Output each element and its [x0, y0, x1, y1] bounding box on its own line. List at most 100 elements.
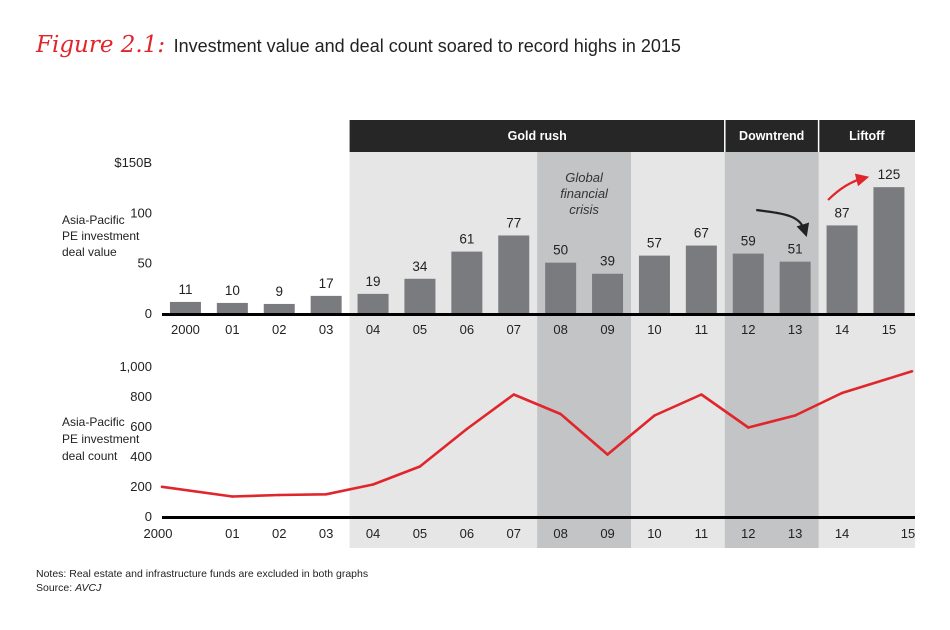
x-tick-label-bottom: 05: [413, 526, 427, 541]
period-header-bar: [818, 120, 915, 152]
line-point-09: [606, 453, 609, 456]
bar-value-label: 125: [878, 167, 901, 182]
shade-band-light: [349, 150, 916, 548]
notes-text: Notes: Real estate and infrastructure fu…: [36, 568, 369, 580]
x-tick-label-top: 13: [788, 322, 802, 337]
x-tick-label-bottom: 02: [272, 526, 286, 541]
x-tick-label-top: 08: [553, 322, 567, 337]
period-label: Gold rush: [508, 129, 567, 143]
bar-2000: [169, 301, 201, 313]
bar-07: [498, 235, 530, 313]
bar-12: [732, 253, 764, 313]
line-point-03: [324, 492, 328, 496]
bar-10: [638, 255, 670, 313]
x-tick-label-top: 04: [366, 322, 380, 337]
downtrend-arrow-icon: [756, 208, 810, 238]
crisis-label-line: Global: [565, 170, 604, 185]
bar-15: [873, 187, 905, 313]
bar-value-label: 34: [412, 259, 428, 274]
chart-notes: Notes: Real estate and infrastructure fu…: [36, 567, 368, 595]
shade-band-crisis: [537, 150, 631, 548]
line-point-01: [231, 495, 234, 498]
x-tick-label-bottom: 12: [741, 526, 755, 541]
y-axis-label-value: PE investment: [62, 229, 140, 243]
line-point-12: [746, 426, 750, 429]
y-tick-label-count: 0: [145, 509, 152, 524]
liftoff-arrow-icon: [827, 173, 870, 201]
crisis-label-line: financial: [560, 186, 609, 201]
bar-02: [263, 303, 295, 313]
line-point-02: [277, 493, 281, 497]
bar-value-label: 59: [741, 234, 756, 249]
line-point-11: [700, 393, 703, 396]
figure-title: Figure 2.1: Investment value and deal co…: [36, 32, 681, 58]
x-tick-label-top: 07: [507, 322, 521, 337]
y-axis-label-value: deal value: [62, 245, 117, 259]
x-tick-label-top: 2000: [171, 322, 200, 337]
y-tick-label-value: 50: [138, 256, 152, 271]
line-point-2000: [160, 485, 164, 489]
x-tick-label-bottom: 04: [366, 526, 380, 541]
shade-band-downtrend: [724, 150, 819, 548]
bar-value-label: 50: [553, 243, 568, 258]
page-title: Investment value and deal count soared t…: [173, 36, 681, 56]
y-axis-label-count: PE investment: [62, 432, 140, 446]
x-tick-label-bottom: 15: [901, 526, 915, 541]
line-point-05: [418, 465, 422, 468]
line-point-04: [371, 483, 375, 486]
bar-01: [216, 302, 248, 313]
bar-13: [779, 261, 811, 313]
bar-09: [592, 273, 624, 313]
y-tick-label-value: $150B: [114, 155, 152, 170]
x-tick-label-top: 12: [741, 322, 755, 337]
x-tick-label-top: 14: [835, 322, 849, 337]
bar-value-label: 9: [275, 284, 283, 299]
bar-value-label: 51: [788, 242, 803, 257]
line-point-14: [840, 391, 844, 395]
x-tick-label-top: 06: [460, 322, 474, 337]
line-point-06: [465, 427, 469, 431]
x-tick-label-bottom: 07: [507, 526, 521, 541]
bar-03: [310, 295, 342, 313]
period-label: Liftoff: [849, 129, 885, 143]
x-tick-label-bottom: 03: [319, 526, 333, 541]
x-tick-label-top: 11: [695, 322, 709, 337]
figure-label: Figure 2.1:: [36, 32, 166, 58]
x-tick-label-bottom: 14: [835, 526, 849, 541]
bar-04: [357, 293, 389, 313]
bar-value-label: 67: [694, 226, 709, 241]
x-tick-label-bottom: 09: [600, 526, 614, 541]
period-label: Downtrend: [739, 129, 804, 143]
bar-05: [404, 278, 436, 313]
source-prefix: Source:: [36, 582, 76, 594]
bar-value-label: 61: [459, 232, 474, 247]
crisis-label-line: crisis: [569, 202, 599, 217]
x-tick-label-top: 01: [225, 322, 239, 337]
y-axis-label-count: Asia-Pacific: [62, 415, 125, 429]
x-tick-label-bottom: 08: [553, 526, 567, 541]
line-point-07: [512, 393, 516, 396]
line-point-15: [910, 369, 914, 373]
bar-value-label: 39: [600, 254, 615, 269]
bar-value-label: 19: [366, 274, 381, 289]
x-tick-label-bottom: 01: [225, 526, 239, 541]
bar-08: [545, 262, 577, 313]
y-tick-label-value: 100: [130, 205, 152, 220]
bar-value-label: 17: [319, 276, 334, 291]
deal-count-line: [161, 370, 913, 498]
x-tick-label-top: 15: [882, 322, 896, 337]
x-tick-label-bottom: 11: [695, 526, 709, 541]
y-tick-label-count: 400: [130, 449, 152, 464]
x-tick-label-bottom: 10: [647, 526, 661, 541]
period-header-bar: [349, 120, 725, 152]
bar-value-label: 87: [835, 205, 850, 220]
line-point-13: [793, 414, 797, 417]
x-tick-label-top: 02: [272, 322, 286, 337]
y-tick-label-count: 600: [130, 419, 152, 434]
y-tick-label-count: 800: [130, 389, 152, 404]
x-tick-label-bottom: 06: [460, 526, 474, 541]
y-axis-label-value: Asia-Pacific: [62, 213, 125, 227]
x-tick-label-bottom: 2000: [144, 526, 173, 541]
x-tick-label-top: 10: [647, 322, 661, 337]
